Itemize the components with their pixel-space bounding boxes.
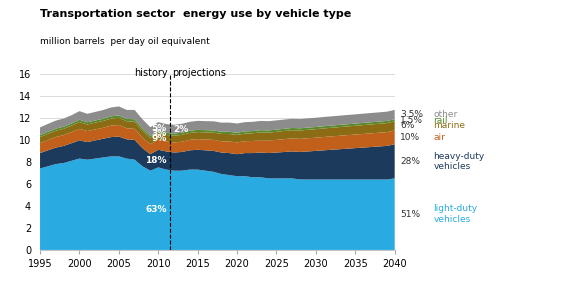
Text: million barrels  per day oil equivalent: million barrels per day oil equivalent xyxy=(40,37,210,46)
Text: other: other xyxy=(434,110,458,119)
Text: rail: rail xyxy=(434,116,448,125)
Text: air: air xyxy=(434,133,446,142)
Text: 51%: 51% xyxy=(400,210,420,219)
Text: 28%: 28% xyxy=(400,157,420,166)
Text: heavy-duty
vehicles: heavy-duty vehicles xyxy=(434,152,485,171)
Text: 1.5%: 1.5% xyxy=(400,116,423,125)
Text: 18%: 18% xyxy=(145,156,167,165)
Text: 9%: 9% xyxy=(152,134,167,143)
Text: 3.5%: 3.5% xyxy=(400,110,423,119)
Text: marine: marine xyxy=(434,121,466,130)
Text: light-duty
vehicles: light-duty vehicles xyxy=(434,204,478,224)
Text: 6%: 6% xyxy=(400,121,415,130)
Text: projections: projections xyxy=(172,68,227,78)
Text: 3%: 3% xyxy=(152,130,167,138)
Text: Transportation sector  energy use by vehicle type: Transportation sector energy use by vehi… xyxy=(40,9,351,18)
Text: 10%: 10% xyxy=(400,133,420,142)
Text: 2%: 2% xyxy=(173,125,189,134)
Text: 63%: 63% xyxy=(145,205,167,214)
Text: 5%: 5% xyxy=(152,124,167,133)
Text: history: history xyxy=(134,68,168,78)
